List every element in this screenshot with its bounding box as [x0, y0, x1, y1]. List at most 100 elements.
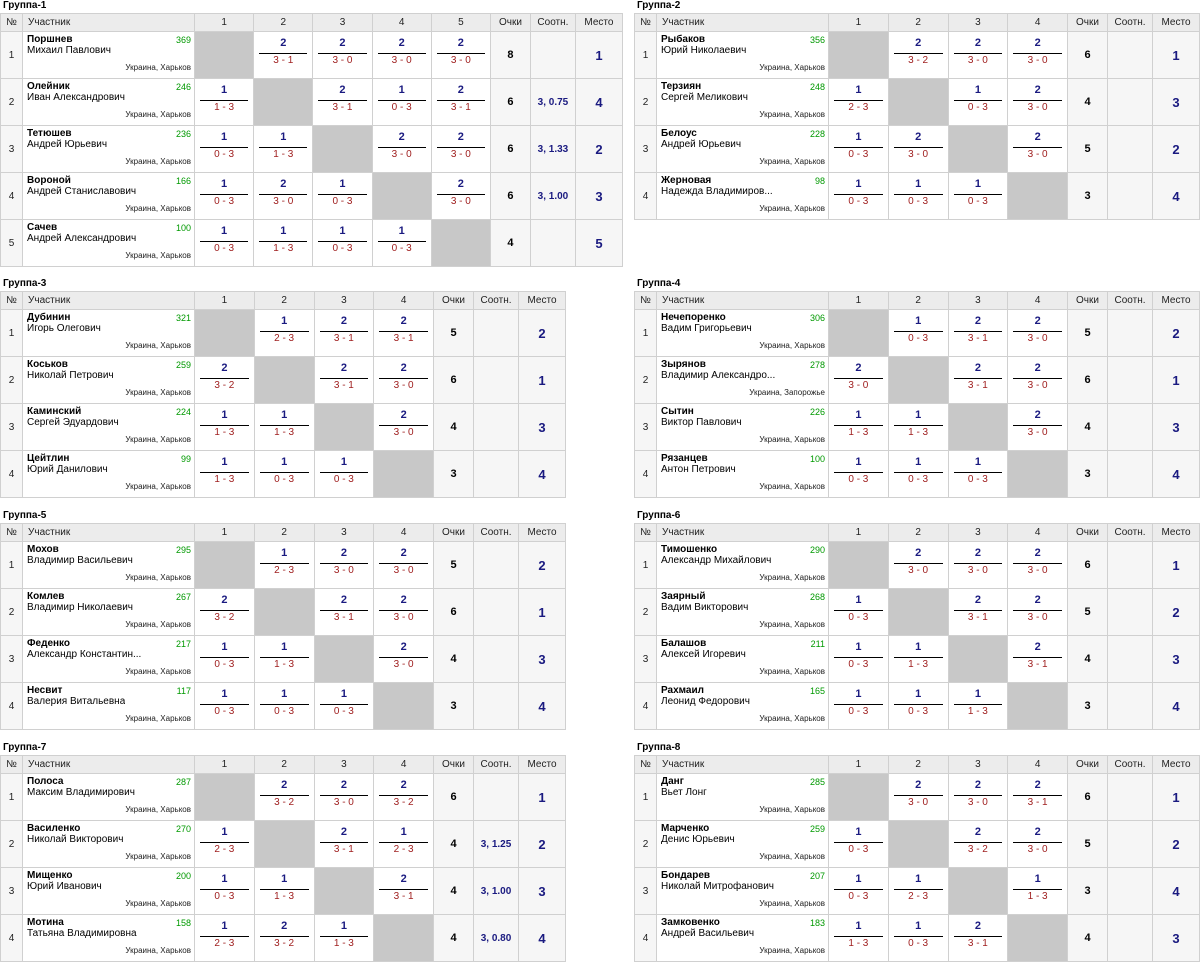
col-header-opponent[interactable]: 1 [828, 755, 889, 774]
player-cell[interactable]: Рахмаил Леонид Федорович 165 Украина, Харьк… [656, 682, 829, 730]
match-score-cell[interactable]: 1 0 - 3 [312, 172, 373, 220]
match-score-cell[interactable]: 2 3 - 0 [373, 588, 434, 636]
match-score-cell[interactable]: 1 2 - 3 [828, 78, 889, 126]
player-cell[interactable]: Василенко Николай Викторович 270 Украина, Х… [22, 820, 195, 868]
match-score-cell[interactable]: 1 1 - 3 [253, 219, 314, 267]
player-cell[interactable]: Коськов Николай Петрович 259 Украина, Харьк… [22, 356, 195, 404]
col-header-opponent[interactable]: 3 [313, 523, 375, 542]
player-surname[interactable]: Комлев [27, 591, 65, 602]
match-score-cell[interactable]: 1 1 - 3 [194, 450, 255, 498]
match-score-cell[interactable]: 1 1 - 3 [253, 125, 314, 173]
player-surname[interactable]: Жерновая [661, 175, 712, 186]
match-score-cell[interactable]: 2 3 - 1 [313, 356, 375, 404]
player-cell[interactable]: Тимошенко Александр Михайлович 290 Украина,… [656, 541, 829, 589]
match-score-cell[interactable]: 1 0 - 3 [193, 125, 255, 173]
match-score-cell[interactable]: 1 1 - 3 [947, 682, 1009, 730]
player-cell[interactable]: Белоус Андрей Юрьевич 228 Украина, Харьков [656, 125, 829, 173]
player-cell[interactable]: Каминский Сергей Эдуардович 224 Украина, Ха… [22, 403, 195, 451]
col-header-participant[interactable]: Участник [22, 291, 195, 310]
player-cell[interactable]: Нечепоренко Вадим Григорьевич 306 Украина, … [656, 309, 829, 357]
match-score-cell[interactable]: 1 2 - 3 [194, 914, 255, 962]
col-header-participant[interactable]: Участник [656, 755, 829, 774]
col-header-opponent[interactable]: 2 [253, 291, 315, 310]
match-score-cell[interactable]: 1 0 - 3 [887, 172, 949, 220]
match-score-cell[interactable]: 1 0 - 3 [828, 125, 889, 173]
match-score-cell[interactable]: 2 3 - 0 [371, 125, 432, 173]
player-cell[interactable]: Феденко Александр Константин... 217 Украина… [22, 635, 195, 683]
match-score-cell[interactable]: 2 3 - 0 [1007, 588, 1068, 636]
match-score-cell[interactable]: 1 0 - 3 [828, 635, 889, 683]
col-header-opponent[interactable]: 1 [194, 755, 255, 774]
col-header-opponent[interactable]: 4 [373, 291, 434, 310]
col-header-opponent[interactable]: 5 [430, 13, 491, 32]
col-header-opponent[interactable]: 3 [947, 755, 1009, 774]
match-score-cell[interactable]: 1 0 - 3 [887, 914, 949, 962]
match-score-cell[interactable]: 1 0 - 3 [371, 78, 432, 126]
col-header-opponent[interactable]: 4 [373, 755, 434, 774]
player-surname[interactable]: Поршнев [27, 34, 73, 45]
match-score-cell[interactable]: 2 3 - 2 [253, 914, 315, 962]
match-score-cell[interactable]: 2 3 - 1 [313, 588, 375, 636]
match-score-cell[interactable]: 1 1 - 3 [313, 914, 375, 962]
player-surname[interactable]: Феденко [27, 638, 71, 649]
col-header-no[interactable]: № [0, 291, 23, 310]
col-header-place[interactable]: Место [518, 291, 566, 310]
col-header-points[interactable]: Очки [1067, 13, 1108, 32]
player-surname[interactable]: Рыбаков [661, 34, 706, 45]
match-score-cell[interactable]: 2 3 - 1 [947, 914, 1009, 962]
match-score-cell[interactable]: 2 3 - 0 [947, 541, 1009, 589]
match-score-cell[interactable]: 2 3 - 0 [373, 635, 434, 683]
col-header-opponent[interactable]: 3 [947, 523, 1009, 542]
player-surname[interactable]: Бондарев [661, 870, 711, 881]
col-header-opponent[interactable]: 4 [1007, 755, 1068, 774]
match-score-cell[interactable]: 1 2 - 3 [194, 820, 255, 868]
player-cell[interactable]: Марченко Денис Юрьевич 259 Украина, Харьков [656, 820, 829, 868]
player-surname[interactable]: Мищенко [27, 870, 73, 881]
match-score-cell[interactable]: 1 1 - 3 [887, 635, 949, 683]
player-surname[interactable]: Зырянов [661, 359, 706, 370]
col-header-participant[interactable]: Участник [22, 13, 195, 32]
match-score-cell[interactable]: 1 1 - 3 [1007, 867, 1068, 915]
match-score-cell[interactable]: 2 3 - 0 [887, 125, 949, 173]
match-score-cell[interactable]: 2 3 - 2 [253, 773, 315, 821]
player-cell[interactable]: Мищенко Юрий Иванович 200 Украина, Харьков [22, 867, 195, 915]
player-surname[interactable]: Рязанцев [661, 453, 708, 464]
player-cell[interactable]: Рыбаков Юрий Николаевич 356 Украина, Харько… [656, 31, 829, 79]
player-cell[interactable]: Мотина Татьяна Владимировна 158 Украина, Ха… [22, 914, 195, 962]
col-header-ratio[interactable]: Соотн. [1107, 523, 1153, 542]
match-score-cell[interactable]: 2 3 - 0 [1007, 125, 1068, 173]
match-score-cell[interactable]: 2 3 - 0 [947, 773, 1009, 821]
match-score-cell[interactable]: 2 3 - 0 [430, 125, 491, 173]
col-header-opponent[interactable]: 4 [1007, 13, 1068, 32]
col-header-ratio[interactable]: Соотн. [1107, 13, 1153, 32]
match-score-cell[interactable]: 1 0 - 3 [828, 450, 889, 498]
match-score-cell[interactable]: 2 3 - 2 [194, 356, 255, 404]
player-surname[interactable]: Рахмаил [661, 685, 704, 696]
player-surname[interactable]: Тимошенко [661, 544, 718, 555]
col-header-place[interactable]: Место [1152, 523, 1200, 542]
match-score-cell[interactable]: 2 3 - 0 [947, 31, 1009, 79]
match-score-cell[interactable]: 1 0 - 3 [193, 172, 255, 220]
match-score-cell[interactable]: 1 0 - 3 [194, 682, 255, 730]
match-score-cell[interactable]: 2 3 - 0 [887, 541, 949, 589]
col-header-ratio[interactable]: Соотн. [473, 755, 519, 774]
match-score-cell[interactable]: 2 3 - 0 [828, 356, 889, 404]
player-surname[interactable]: Заярный [661, 591, 706, 602]
col-header-no[interactable]: № [0, 13, 23, 32]
match-score-cell[interactable]: 2 3 - 0 [253, 172, 314, 220]
col-header-place[interactable]: Место [574, 13, 623, 32]
player-cell[interactable]: Поршнев Михаил Павлович 369 Украина, Харько… [22, 31, 195, 79]
col-header-opponent[interactable]: 4 [371, 13, 432, 32]
match-score-cell[interactable]: 1 0 - 3 [828, 588, 889, 636]
match-score-cell[interactable]: 1 0 - 3 [828, 172, 889, 220]
col-header-no[interactable]: № [0, 523, 23, 542]
player-cell[interactable]: Заярный Вадим Викторович 268 Украина, Харьк… [656, 588, 829, 636]
col-header-opponent[interactable]: 2 [887, 291, 949, 310]
match-score-cell[interactable]: 1 0 - 3 [887, 309, 949, 357]
col-header-opponent[interactable]: 2 [253, 13, 314, 32]
match-score-cell[interactable]: 1 1 - 3 [887, 403, 949, 451]
match-score-cell[interactable]: 2 3 - 0 [430, 31, 491, 79]
match-score-cell[interactable]: 2 3 - 1 [373, 309, 434, 357]
match-score-cell[interactable]: 1 0 - 3 [887, 450, 949, 498]
match-score-cell[interactable]: 2 3 - 1 [312, 78, 373, 126]
